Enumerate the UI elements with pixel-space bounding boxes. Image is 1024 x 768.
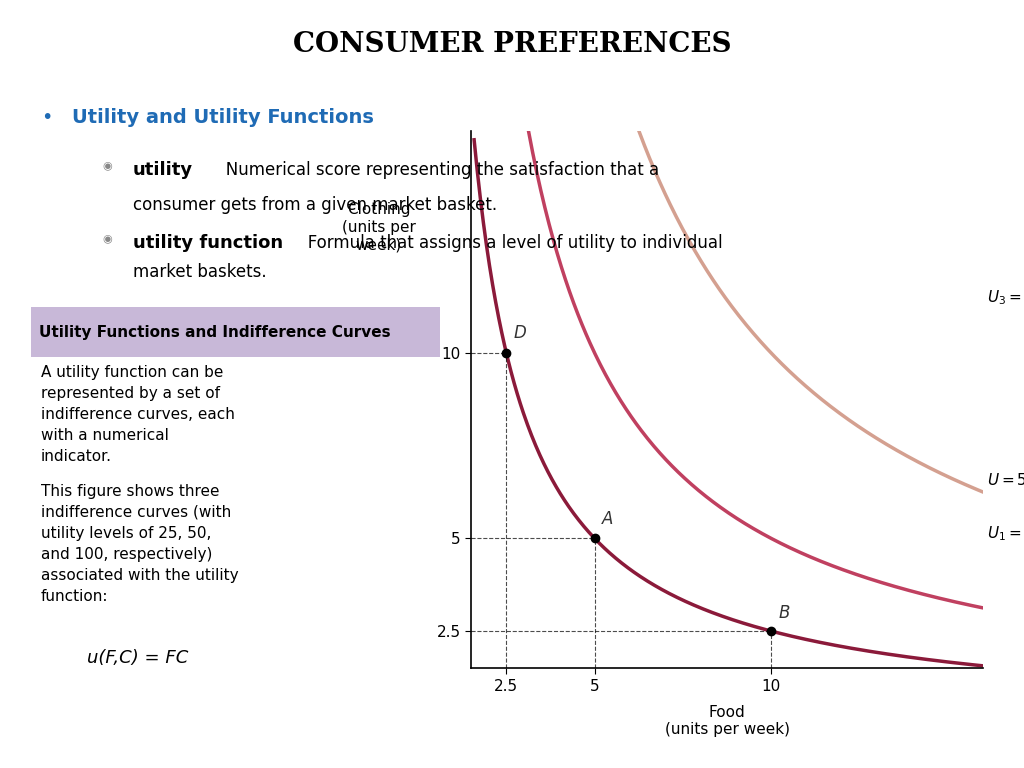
Text: ◉: ◉ — [102, 161, 113, 171]
X-axis label: Food
(units per week): Food (units per week) — [665, 705, 790, 737]
Text: •: • — [41, 108, 52, 127]
Text: Numerical score representing the satisfaction that a: Numerical score representing the satisfa… — [210, 161, 659, 179]
Text: B: B — [778, 604, 790, 622]
Text: D: D — [513, 324, 526, 343]
Text: utility function: utility function — [133, 234, 284, 252]
Text: market baskets.: market baskets. — [133, 263, 266, 281]
Text: This figure shows three
indifference curves (with
utility levels of 25, 50,
and : This figure shows three indifference cur… — [41, 484, 239, 604]
Text: u(F,C) = FC: u(F,C) = FC — [87, 649, 188, 667]
Y-axis label: Clothing
(units per
week): Clothing (units per week) — [342, 203, 416, 252]
Text: A: A — [602, 509, 613, 528]
Text: Formula that assigns a level of utility to individual: Formula that assigns a level of utility … — [292, 234, 723, 252]
Text: ◉: ◉ — [102, 234, 113, 244]
Text: CONSUMER PREFERENCES: CONSUMER PREFERENCES — [293, 31, 731, 58]
Text: utility: utility — [133, 161, 194, 179]
Text: $U_3 = 100$: $U_3 = 100$ — [986, 288, 1024, 306]
Text: consumer gets from a given market basket.: consumer gets from a given market basket… — [133, 196, 498, 214]
Text: Utility and Utility Functions: Utility and Utility Functions — [72, 108, 374, 127]
Text: Utility Functions and Indifference Curves: Utility Functions and Indifference Curve… — [39, 325, 390, 339]
Text: $U_1 = 25$: $U_1 = 25$ — [986, 525, 1024, 543]
Text: A utility function can be
represented by a set of
indifference curves, each
with: A utility function can be represented by… — [41, 365, 234, 464]
Text: $U  = 50$: $U = 50$ — [986, 472, 1024, 488]
